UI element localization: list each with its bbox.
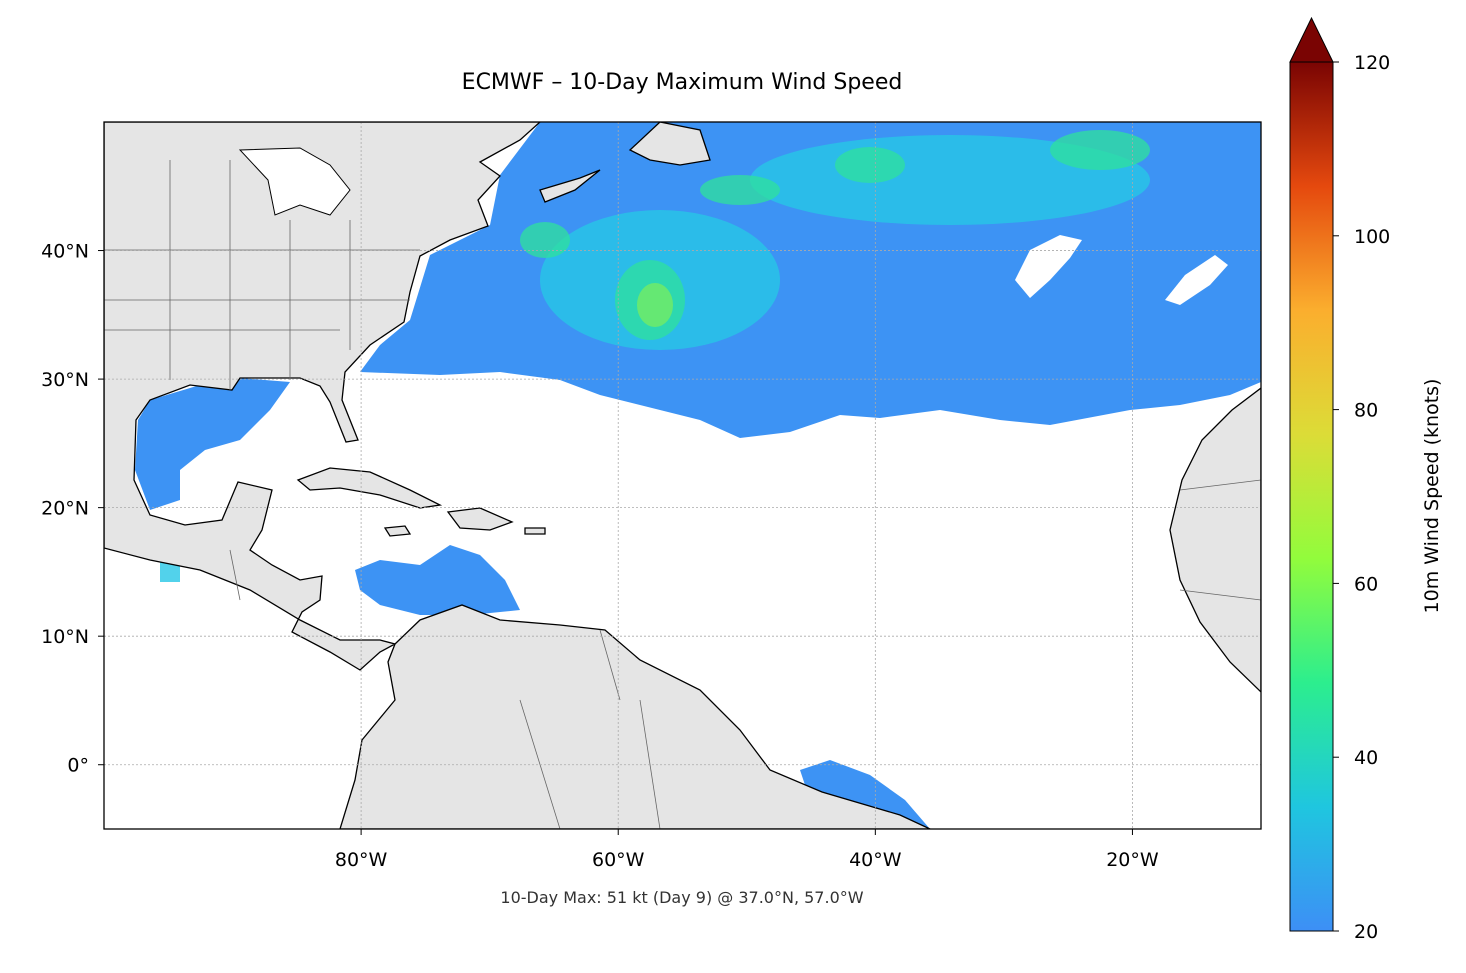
colorbar-scale (1289, 61, 1334, 932)
colorbar-tick-label: 20 (1354, 921, 1378, 943)
jamaica (383, 525, 412, 537)
x-tick-label: 80°W (335, 849, 388, 871)
annotation: 10-Day Max: 51 kt (Day 9) @ 37.0°N, 57.0… (500, 888, 863, 907)
x-tick-label: 40°W (849, 849, 902, 871)
newfoundland (628, 122, 711, 166)
puerto-rico (524, 527, 546, 535)
y-tick-label: 20°N (41, 498, 89, 520)
x-tick-label: 60°W (592, 849, 645, 871)
africa (1169, 387, 1261, 693)
colorbar-tick-label: 120 (1354, 52, 1390, 74)
colorbar-tick-label: 100 (1354, 226, 1390, 248)
wind-field (637, 283, 673, 327)
grid (104, 122, 1261, 829)
great-lakes (238, 147, 351, 216)
wind-field (1050, 130, 1150, 170)
cuba (296, 467, 443, 509)
y-tick-label: 30°N (41, 369, 89, 391)
chart-title: ECMWF – 10-Day Maximum Wind Speed (462, 70, 903, 95)
colorbar-tick-label: 80 (1354, 400, 1378, 422)
north-america (104, 122, 541, 671)
y-tick-label: 0° (67, 755, 89, 777)
map-area (104, 122, 1261, 829)
map-frame (103, 121, 1262, 830)
colorbar-extension (1289, 16, 1334, 63)
wind-field (835, 147, 905, 183)
colorbar-tick-label: 40 (1354, 747, 1378, 769)
wind-field (700, 175, 780, 205)
x-tick-label: 20°W (1106, 849, 1159, 871)
colorbar-tick-label: 60 (1354, 573, 1378, 595)
nova-scotia (539, 169, 601, 203)
colorbar-label: 10m Wind Speed (knots) (1421, 379, 1443, 614)
wind-field (135, 378, 290, 510)
colorbar: 20 40 60 80 100 120 (1289, 16, 1390, 943)
wind-field (355, 545, 520, 615)
wind-field (520, 222, 570, 258)
y-tick-label: 10°N (41, 626, 89, 648)
hispaniola (446, 507, 514, 531)
y-tick-label: 40°N (41, 241, 89, 263)
south-america (339, 604, 931, 829)
wind-gap (1165, 255, 1228, 305)
